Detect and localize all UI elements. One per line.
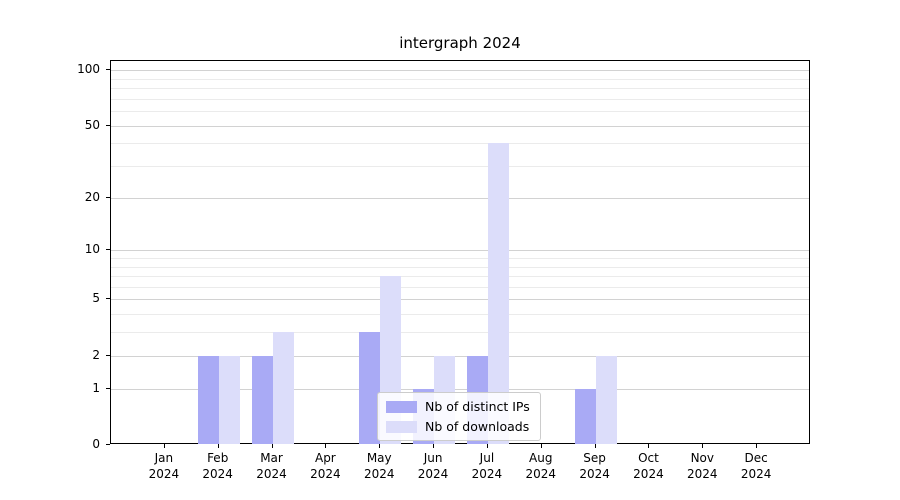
y-tick-mark-50 (106, 124, 110, 126)
gridline-minor-8 (111, 266, 809, 268)
y-tick-mark-2 (106, 354, 110, 356)
gridline-minor-60 (111, 111, 809, 113)
x-tick-label-oct: Oct 2024 (633, 451, 664, 481)
y-tick-mark-0 (106, 444, 110, 445)
y-tick-mark-5 (106, 298, 110, 300)
legend: Nb of distinct IPs Nb of downloads (377, 392, 541, 441)
gridline-minor-6 (111, 286, 809, 288)
x-tick-label-jul: Jul 2024 (471, 451, 503, 481)
plot-area (110, 60, 810, 444)
bar-distinct-ips-may (359, 332, 381, 444)
x-tick-label-aug: Aug 2024 (525, 451, 557, 481)
gridline-minor-9 (111, 257, 809, 259)
bar-downloads-sep (595, 355, 617, 444)
gridline-major-20 (111, 197, 809, 199)
legend-item-downloads: Nb of downloads (386, 419, 530, 434)
gridline-major-1 (111, 388, 809, 390)
legend-swatch-downloads (386, 420, 417, 433)
x-tick-label-nov: Nov 2024 (687, 451, 718, 481)
x-tick-label-may: May 2024 (363, 451, 395, 481)
legend-item-distinct-ips: Nb of distinct IPs (386, 399, 530, 414)
y-tick-mark-10 (106, 249, 110, 251)
bar-downloads-mar (272, 332, 294, 444)
y-tick-label-10: 10 (84, 242, 100, 257)
x-tick-mark-jun (433, 444, 435, 448)
x-tick-mark-jul (486, 444, 488, 448)
x-tick-label-mar: Mar 2024 (256, 451, 287, 481)
gridline-minor-3 (111, 332, 809, 334)
x-tick-mark-nov (702, 444, 704, 448)
x-tick-mark-aug (540, 444, 542, 448)
y-tick-label-50: 50 (84, 117, 100, 132)
x-tick-mark-may (379, 444, 381, 448)
gridline-minor-90 (111, 78, 809, 80)
chart-title: intergraph 2024 (399, 34, 521, 52)
gridline-major-2 (111, 355, 809, 357)
y-tick-mark-1 (106, 387, 110, 389)
x-tick-mark-apr (325, 444, 327, 448)
gridline-minor-40 (111, 143, 809, 145)
x-tick-label-apr: Apr 2024 (310, 451, 341, 481)
bar-distinct-ips-mar (251, 355, 273, 444)
gridline-minor-70 (111, 98, 809, 100)
gridline-major-5 (111, 299, 809, 301)
gridline-minor-7 (111, 276, 809, 278)
y-tick-label-1: 1 (92, 380, 100, 395)
y-tick-mark-20 (106, 196, 110, 198)
x-tick-mark-jan (163, 444, 165, 448)
legend-label-distinct-ips: Nb of distinct IPs (425, 399, 530, 414)
x-tick-label-jun: Jun 2024 (417, 451, 449, 481)
y-tick-label-5: 5 (92, 291, 100, 306)
y-tick-label-0: 0 (92, 437, 100, 451)
gridline-major-100 (111, 70, 809, 72)
bar-downloads-jul (487, 143, 509, 444)
gridline-major-50 (111, 125, 809, 127)
gridline-minor-80 (111, 88, 809, 90)
bar-distinct-ips-sep (574, 388, 596, 444)
y-tick-label-20: 20 (84, 189, 100, 204)
y-tick-label-2: 2 (92, 347, 100, 362)
legend-swatch-distinct-ips (386, 400, 417, 413)
gridline-major-10 (111, 250, 809, 252)
x-tick-label-dec: Dec 2024 (740, 451, 772, 481)
x-tick-mark-oct (648, 444, 650, 448)
legend-label-downloads: Nb of downloads (425, 419, 530, 434)
x-tick-label-jan: Jan 2024 (148, 451, 180, 481)
bar-distinct-ips-feb (197, 355, 219, 444)
x-tick-mark-mar (271, 444, 273, 448)
y-tick-mark-100 (106, 69, 110, 71)
gridline-minor-30 (111, 166, 809, 168)
x-tick-label-sep: Sep 2024 (579, 451, 610, 481)
x-tick-mark-feb (217, 444, 219, 448)
x-tick-label-feb: Feb 2024 (202, 451, 233, 481)
x-tick-mark-sep (594, 444, 596, 448)
x-tick-mark-dec (756, 444, 758, 448)
y-tick-label-100: 100 (77, 62, 100, 77)
bar-downloads-feb (218, 355, 240, 444)
gridline-minor-4 (111, 314, 809, 316)
